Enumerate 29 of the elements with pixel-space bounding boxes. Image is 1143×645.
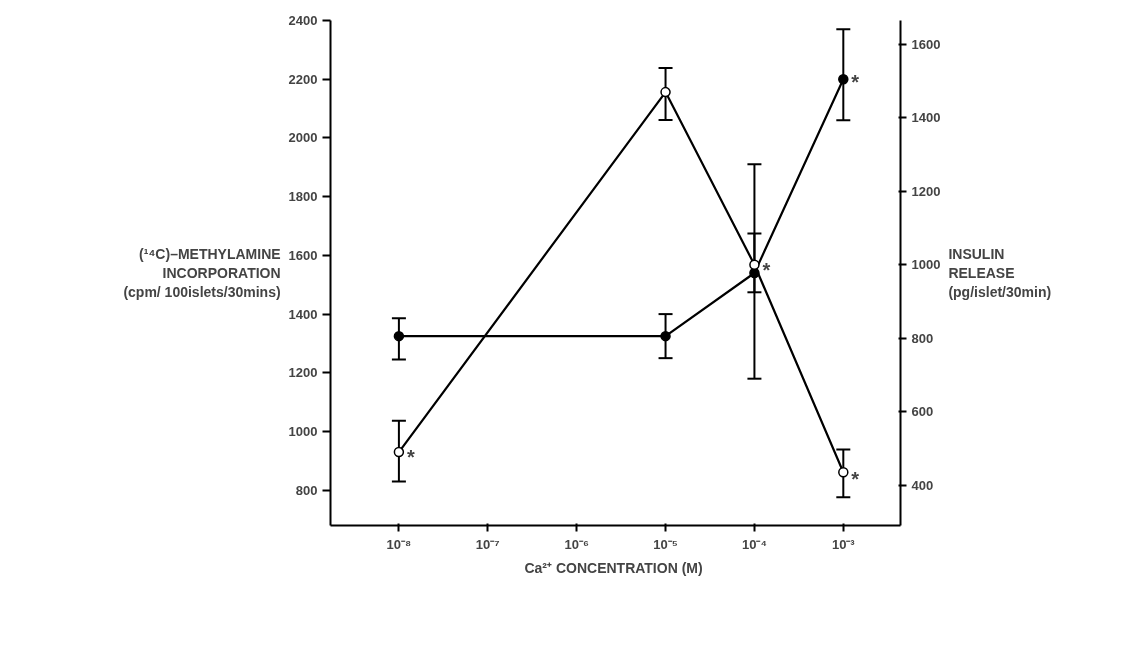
annotation: *: [406, 445, 415, 468]
y-tick-label: 1200: [288, 365, 318, 381]
x-tick-label: 10⁻⁸: [386, 536, 412, 552]
y-tick-label: 1400: [288, 306, 318, 322]
y2-tick-label: 1600: [911, 36, 941, 52]
y-tick-label: 1600: [288, 247, 318, 263]
y-tick-label: 1800: [288, 189, 318, 205]
y2-axis-title: INSULIN RELEASE (pg/islet/30min): [948, 245, 1052, 301]
y-axis-title: (¹⁴C)–METHYLAMINE INCORPORATION (cpm/ 100islets/30mins): [123, 245, 281, 301]
x-axis-title: Ca²⁺ CONCENTRATION (M): [524, 559, 703, 576]
y-tick-label: 1000: [288, 424, 318, 440]
annotation: *: [851, 467, 860, 490]
x-tick-label: 10⁻⁷: [475, 536, 500, 552]
annotation: *: [762, 259, 771, 282]
y-tick-label: 2200: [288, 71, 318, 87]
y-tick-label: 2000: [288, 130, 318, 146]
y2-tick-label: 1200: [911, 183, 941, 199]
y-tick-label: 800: [295, 482, 318, 498]
y2-tick-label: 1400: [911, 110, 941, 126]
y2-tick-label: 800: [911, 330, 934, 346]
annotation: *: [851, 71, 860, 94]
y2-tick-label: 600: [911, 404, 934, 420]
y-tick-label: 2400: [288, 13, 318, 28]
x-tick-label: 10⁻⁶: [564, 536, 589, 552]
y2-tick-label: 1000: [911, 257, 941, 273]
y2-tick-label: 400: [911, 477, 934, 493]
x-tick-label: 10⁻⁵: [653, 536, 678, 552]
x-tick-label: 10⁻³: [831, 536, 856, 552]
x-tick-label: 10⁻⁴: [741, 536, 767, 552]
